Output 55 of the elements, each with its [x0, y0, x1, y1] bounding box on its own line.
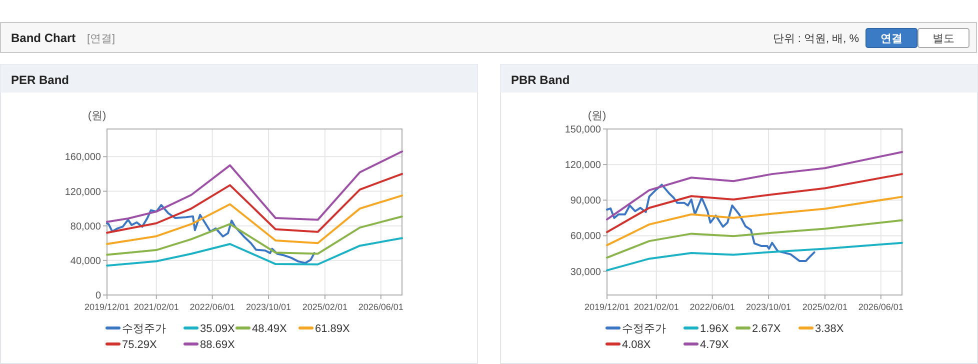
y-axis-title: (원)	[588, 110, 606, 122]
y-tick-label: 90,000	[570, 196, 602, 207]
line-series	[106, 172, 403, 234]
x-tick-label: 2026/06/01	[858, 302, 904, 312]
legend-label: 88.69X	[200, 339, 236, 351]
legend-label: 48.49X	[252, 323, 288, 335]
legend-label: 수정주가	[122, 323, 166, 335]
line-series	[606, 184, 816, 262]
legend-label: 75.29X	[122, 339, 158, 351]
legend-label: 1.96X	[700, 323, 730, 335]
y-tick-label: 60,000	[570, 231, 602, 242]
x-tick-label: 2025/02/01	[302, 302, 348, 312]
x-tick-label: 2019/12/01	[584, 302, 630, 312]
x-tick-label: 2026/06/01	[358, 302, 404, 312]
text: 단위 : 억원, 배, %	[772, 33, 860, 45]
line-series	[106, 150, 403, 223]
x-tick-label: 2021/02/01	[634, 302, 679, 312]
y-tick-label: 160,000	[64, 152, 102, 164]
x-tick-label: 2023/10/01	[746, 302, 792, 312]
y-tick-label: 150,000	[564, 124, 602, 136]
text: 연결	[880, 33, 902, 45]
legend-label: 4.08X	[622, 339, 652, 351]
legend-label: 35.09X	[200, 323, 236, 335]
y-tick-label: 80,000	[70, 221, 102, 232]
legend-label: 2.67X	[752, 323, 782, 335]
x-tick-label: 2022/06/01	[190, 302, 235, 312]
legend-label: 수정주가	[622, 323, 666, 335]
y-tick-label: 120,000	[564, 160, 602, 172]
line-series	[106, 237, 403, 267]
x-tick-label: 2019/12/01	[84, 302, 130, 312]
x-tick-label: 2021/02/01	[134, 302, 179, 312]
line-series	[106, 216, 403, 256]
text: Band Chart	[11, 31, 76, 45]
line-series	[606, 242, 903, 272]
chart-title: PBR Band	[511, 73, 570, 87]
x-tick-label: 2023/10/01	[246, 302, 292, 312]
legend-label: 4.79X	[700, 339, 730, 351]
line-series	[106, 204, 316, 264]
x-tick-label: 2025/02/01	[802, 302, 848, 312]
legend-label: 3.38X	[815, 323, 844, 335]
text: 별도	[932, 33, 954, 45]
line-series	[606, 196, 903, 246]
y-axis-title: (원)	[88, 110, 106, 122]
y-tick-label: 0	[95, 290, 102, 302]
y-tick-label: 40,000	[70, 256, 102, 267]
line-series	[606, 219, 903, 259]
line-series	[106, 194, 403, 245]
line-series	[606, 151, 903, 220]
y-tick-label: 120,000	[64, 186, 102, 198]
line-series	[606, 173, 903, 234]
chart-title: PER Band	[11, 73, 70, 87]
legend-label: 61.89X	[315, 323, 351, 335]
text: [연결]	[87, 33, 116, 45]
x-tick-label: 2022/06/01	[690, 302, 735, 312]
y-tick-label: 30,000	[570, 266, 602, 278]
